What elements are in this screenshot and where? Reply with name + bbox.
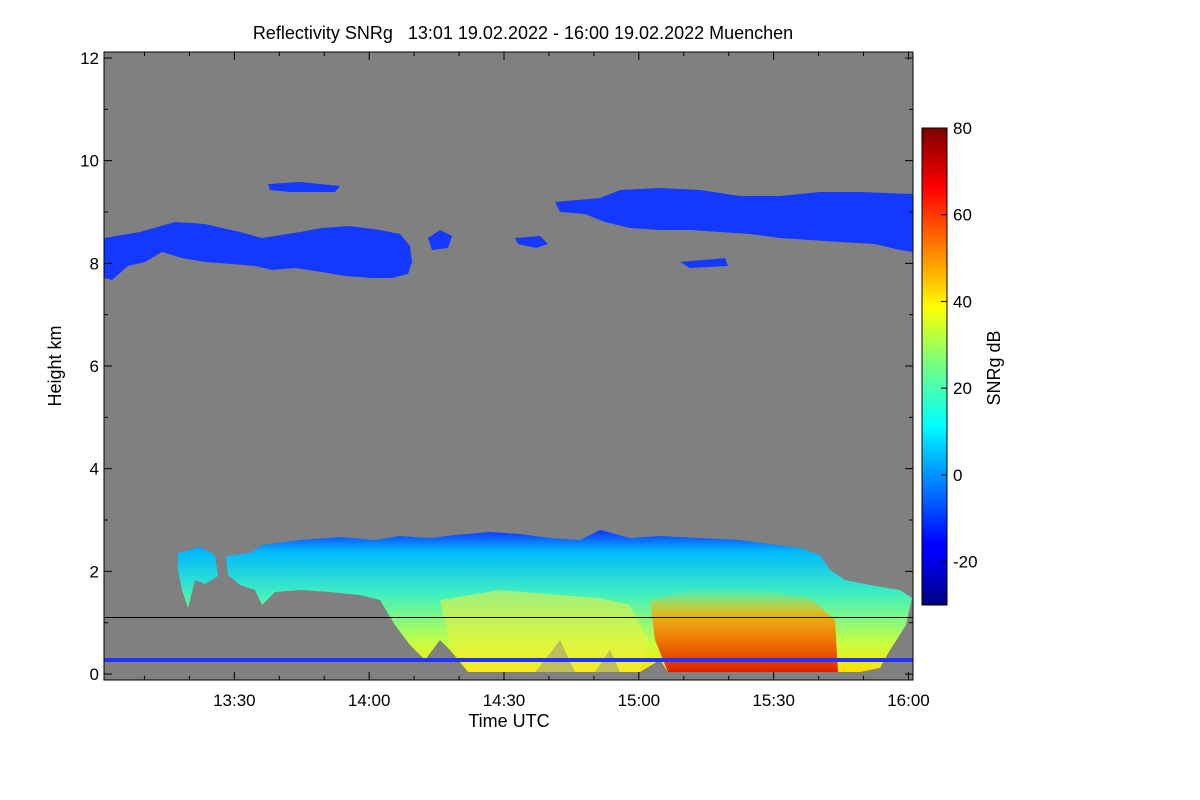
y-tick-label: 0 xyxy=(90,665,99,684)
colorbar xyxy=(921,127,948,606)
y-tick-label: 10 xyxy=(80,152,99,171)
cirrus-echo-small-4 xyxy=(680,258,728,268)
colorbar-label: SNRg dB xyxy=(984,330,1004,405)
x-tick-label: 13:30 xyxy=(213,691,256,710)
cirrus-echo-small-2 xyxy=(515,236,548,248)
cirrus-echo-small-3 xyxy=(268,182,340,192)
y-tick-label: 12 xyxy=(80,49,99,68)
colorbar-axis: -20 0 20 40 60 80 xyxy=(941,119,978,572)
y-tick-label: 8 xyxy=(90,254,99,273)
precipitation-core xyxy=(650,588,838,672)
cirrus-echo-right xyxy=(555,188,913,252)
colorbar-tick-label: 80 xyxy=(953,119,972,138)
y-tick-label: 4 xyxy=(90,460,99,479)
cirrus-echo-left xyxy=(104,222,412,280)
colorbar-tick-label: 40 xyxy=(953,292,972,311)
y-tick-label: 2 xyxy=(90,562,99,581)
surface-clutter-band xyxy=(104,658,913,662)
x-tick-label: 15:00 xyxy=(618,691,661,710)
colorbar-tick-label: 20 xyxy=(953,379,972,398)
x-tick-label: 14:00 xyxy=(348,691,391,710)
x-tick-label: 14:30 xyxy=(483,691,526,710)
x-axis: 13:30 14:00 14:30 15:00 15:30 16:00 xyxy=(143,52,930,710)
colorbar-tick-label: 0 xyxy=(953,466,962,485)
x-tick-label: 16:00 xyxy=(887,691,930,710)
x-axis-label: Time UTC xyxy=(468,711,549,731)
chart-title: Reflectivity SNRg 13:01 19.02.2022 - 16:… xyxy=(253,23,793,43)
colorbar-tick-label: 60 xyxy=(953,206,972,225)
colorbar-tick-label: -20 xyxy=(953,553,978,572)
precipitation-yellow-core xyxy=(440,590,648,672)
cirrus-echo-small-1 xyxy=(428,230,452,250)
x-tick-label: 15:30 xyxy=(752,691,795,710)
y-axis-label: Height km xyxy=(45,325,65,406)
y-tick-label: 6 xyxy=(90,357,99,376)
y-axis: 0 2 4 6 8 10 12 xyxy=(80,49,913,684)
